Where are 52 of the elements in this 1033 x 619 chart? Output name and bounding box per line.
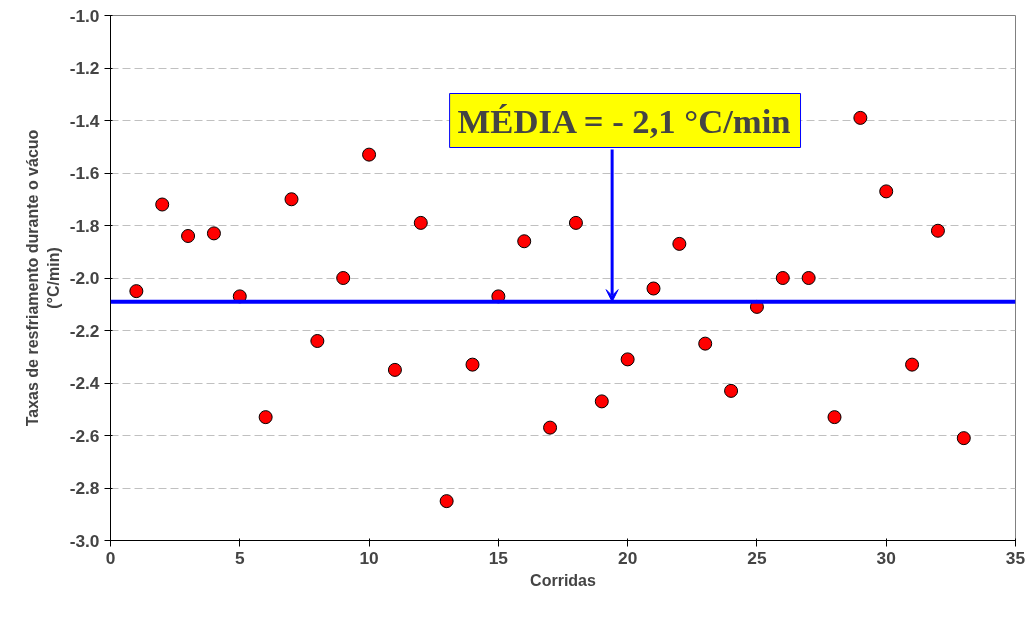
x-tick-label: 20 — [618, 547, 638, 568]
point — [206, 226, 221, 241]
point — [827, 410, 842, 425]
point — [594, 394, 609, 409]
y-tick-label: -2.8 — [69, 478, 100, 498]
point — [284, 192, 299, 207]
point — [672, 236, 687, 251]
point — [646, 281, 661, 296]
point — [336, 271, 351, 285]
point — [620, 352, 635, 367]
point — [930, 223, 945, 238]
point — [129, 284, 144, 299]
point — [724, 383, 739, 398]
point — [879, 184, 894, 199]
point — [775, 271, 790, 285]
y-tick-label: -2.6 — [69, 425, 100, 446]
y-tick-label: -1.8 — [69, 215, 100, 236]
y-tick-label: -1.4 — [69, 110, 100, 131]
point — [387, 362, 402, 377]
x-axis-title: Corridas — [530, 571, 596, 589]
point — [439, 494, 454, 509]
point — [258, 410, 273, 425]
x-tick-label: 10 — [359, 547, 379, 568]
point — [413, 215, 428, 230]
point — [853, 110, 868, 125]
point — [698, 336, 713, 351]
y-tick-label: -1.0 — [69, 5, 100, 26]
y-tick-label: -2.0 — [69, 268, 100, 288]
y-tick-label: -3.0 — [69, 530, 100, 551]
y-tick-label: -1.2 — [69, 58, 100, 78]
point — [181, 229, 196, 243]
point — [155, 197, 170, 212]
point — [956, 431, 971, 446]
x-tick-label: 15 — [488, 547, 509, 568]
x-tick-label: 35 — [1005, 547, 1026, 568]
x-tick-label: 25 — [747, 547, 767, 568]
y-tick-label: -1.6 — [69, 163, 100, 183]
point — [543, 420, 558, 435]
point — [465, 357, 480, 372]
x-tick-label: 0 — [105, 547, 116, 568]
point — [801, 271, 816, 285]
point — [310, 334, 325, 348]
y-tick-label: -2.2 — [69, 320, 100, 341]
y-axis-title: Taxas de resfriamento durante o vácuo (°C/min) — [24, 129, 62, 427]
point — [517, 234, 532, 249]
x-tick-label: 30 — [876, 547, 896, 568]
point — [568, 215, 583, 230]
y-tick-label: -2.4 — [69, 373, 100, 393]
annotation: MÉDIA = - 2,1 °C/min — [457, 101, 791, 140]
point — [905, 357, 920, 372]
x-tick-label: 5 — [234, 547, 245, 568]
point — [362, 147, 377, 162]
